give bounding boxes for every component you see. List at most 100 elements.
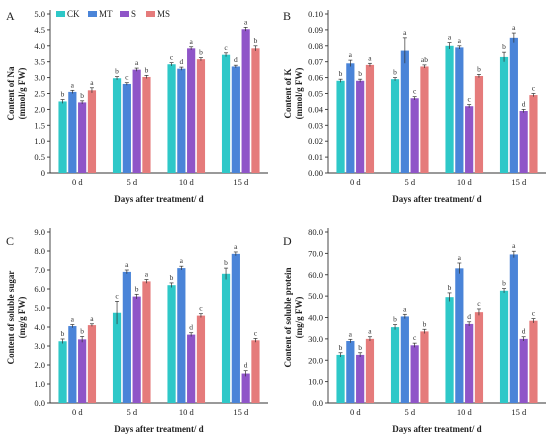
y-tick-label: 20.0 [308, 355, 323, 365]
significance-letter: c [115, 291, 119, 300]
significance-letter: c [477, 299, 481, 308]
bar-mt [509, 37, 518, 173]
y-tick-label: 0.5 [34, 152, 45, 162]
y-tick-label: 9.0 [34, 227, 45, 237]
significance-letter: b [80, 91, 84, 100]
y-tick-label: 2.0 [34, 104, 45, 114]
significance-letter: c [125, 73, 129, 82]
panel-letter: B [283, 9, 291, 23]
bar-ms [142, 76, 151, 173]
bar-s [132, 296, 141, 403]
significance-letter: c [254, 328, 258, 337]
bar-ck [336, 80, 345, 173]
significance-letter: b [199, 48, 203, 57]
bar-mt [400, 316, 409, 403]
significance-letter: d [179, 57, 183, 66]
y-tick-label: 1.0 [34, 136, 45, 146]
significance-letter: a [403, 304, 407, 313]
y-tick-label: 0.00 [308, 168, 323, 178]
panel-letter: A [6, 9, 15, 23]
bar-s [132, 69, 141, 173]
x-tick-label: 5 d [404, 177, 415, 187]
bar-mt [68, 91, 77, 173]
y-tick-label: 4.5 [34, 25, 45, 35]
significance-letter: c [224, 43, 228, 52]
legend: CK MT S MS [56, 9, 170, 19]
y-tick-label: 0.09 [308, 25, 323, 35]
x-tick-label: 0 d [350, 407, 361, 417]
bar-mt [400, 50, 409, 173]
bar-ck [499, 56, 509, 173]
significance-letter: b [502, 279, 506, 288]
legend-label-ms: MS [157, 9, 170, 19]
significance-letter: a [90, 314, 94, 323]
bar-s [187, 334, 196, 403]
y-tick-label: 2.5 [34, 89, 45, 99]
x-tick-label: 0 d [350, 177, 361, 187]
y-tick-label: 5.0 [34, 303, 45, 313]
legend-label-mt: MT [99, 9, 113, 19]
x-tick-label: 10 d [179, 177, 195, 187]
bar-s [356, 80, 365, 173]
panel-d: D 0.0 10.0 20.0 30.0 40.0 50.0 60.0 70.0 80.0 Cont… [283, 227, 546, 434]
significance-letter: a [448, 33, 452, 42]
significance-letter: c [467, 95, 471, 104]
x-tick-label: 15 d [233, 177, 249, 187]
legend-label-s: S [131, 9, 136, 19]
y-tick-label: 1.0 [34, 379, 45, 389]
legend-swatch-s [120, 11, 129, 17]
y-tick-label: 0.02 [308, 136, 323, 146]
bar-mt [122, 271, 131, 403]
bar-ck [499, 290, 509, 403]
y-tick-label: 0.0 [312, 398, 323, 408]
x-axis-label: Days after treatment/ d [114, 194, 203, 204]
significance-letter: a [125, 260, 129, 269]
bar-ms [87, 325, 97, 403]
x-axis-label: Days after treatment/ d [114, 424, 203, 434]
x-axis-label: Days after treatment/ d [392, 424, 481, 434]
significance-letter: b [448, 283, 452, 292]
y-tick-label: 8.0 [34, 246, 45, 256]
y-axis-label: Content of soluble protein [283, 267, 293, 367]
y-tick-label: 0 [41, 168, 45, 178]
bar-ms [365, 338, 375, 403]
bar-mt [231, 66, 240, 173]
legend-label-ck: CK [67, 9, 80, 19]
y-tick-label: 3.0 [34, 73, 45, 83]
y-tick-label: 0.03 [308, 120, 323, 130]
significance-letter: b [423, 319, 427, 328]
x-tick-label: 0 d [72, 177, 83, 187]
significance-letter: b [145, 65, 149, 74]
x-tick-label: 0 d [72, 407, 83, 417]
y-tick-label: 0.06 [308, 73, 323, 83]
bar-ck [390, 79, 400, 173]
significance-letter: b [135, 284, 139, 293]
bar-ck [336, 354, 345, 403]
bar-s [78, 339, 87, 403]
significance-letter: b [358, 343, 362, 352]
significance-letter: a [512, 241, 516, 250]
significance-letter: a [145, 270, 149, 279]
bar-mt [122, 83, 131, 173]
significance-letter: a [458, 36, 462, 45]
significance-letter: b [170, 273, 174, 282]
bar-ck [445, 45, 454, 173]
bar-mt [346, 63, 355, 173]
bar-ck [58, 101, 67, 173]
significance-letter: a [349, 50, 353, 59]
panel-letter: D [283, 234, 292, 248]
bar-mt [455, 47, 464, 173]
significance-letter: b [254, 36, 258, 45]
bar-ms [251, 48, 260, 173]
y-tick-label: 0.0 [34, 398, 45, 408]
bar-ms [196, 315, 206, 403]
x-tick-label: 15 d [511, 177, 527, 187]
bar-ck [112, 312, 122, 403]
bar-s [241, 373, 250, 403]
y-tick-label: 0.07 [308, 57, 323, 67]
y-tick-label: 40.0 [308, 313, 323, 323]
panel-c: C 0.0 1.0 2.0 3.0 4.0 5.0 6.0 7.0 8.0 9.0 Content o… [6, 227, 268, 434]
y-tick-label: 10.0 [308, 377, 323, 387]
